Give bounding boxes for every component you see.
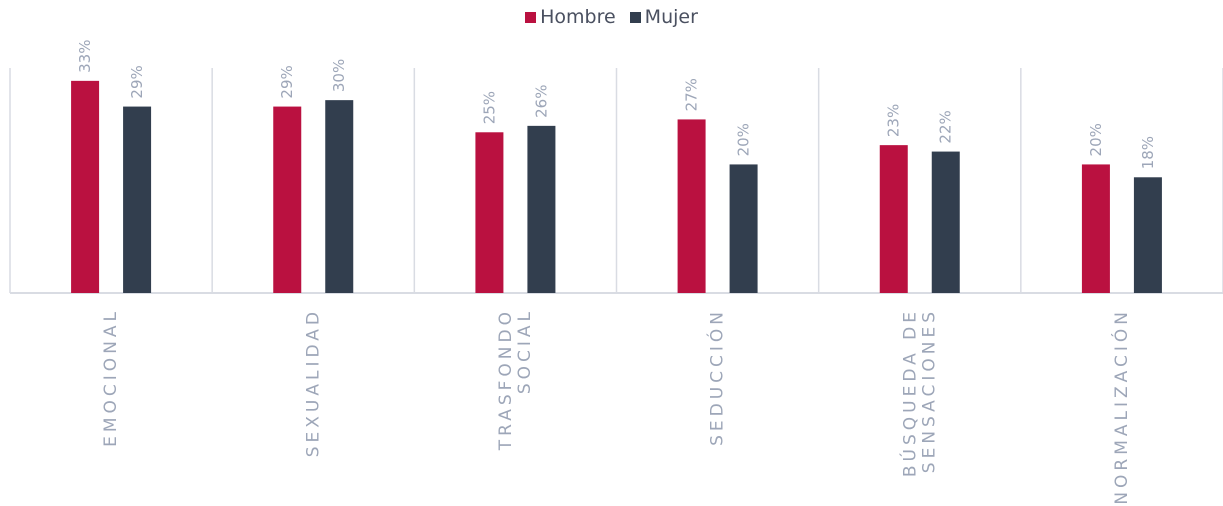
legend-swatch-mujer [629,11,641,23]
bar-mujer [931,151,960,293]
category-label: TRASFONDO [496,308,516,451]
data-label: 20% [735,123,753,156]
data-label: 27% [683,78,701,111]
data-label: 29% [278,65,296,98]
bar-hombre [1081,164,1110,293]
bar-hombre [475,132,504,293]
legend-item-mujer: Mujer [629,6,698,28]
legend-label-mujer: Mujer [644,6,698,28]
bar-mujer [325,100,354,294]
data-label: 25% [480,91,498,124]
category-label: SEDUCCIÓN [706,308,728,446]
data-label: 18% [1139,136,1157,169]
bar-hombre [879,145,908,293]
category-label: NORMALIZACIÓN [1110,308,1132,505]
bar-mujer [527,125,556,293]
legend-item-hombre: Hombre [525,6,616,28]
bar-hombre [71,80,100,293]
category-label: SENSACIONES [919,308,939,473]
data-label: 20% [1087,123,1105,156]
data-label: 30% [330,59,348,92]
bar-mujer [1133,177,1162,293]
category-label: SEXUALIDAD [303,308,323,457]
data-label: 29% [128,65,146,98]
data-label: 33% [76,40,94,73]
data-label: 23% [885,104,903,137]
data-label: 26% [532,85,550,118]
bar-mujer [123,106,152,293]
legend-label-hombre: Hombre [540,6,616,28]
category-label: BÚSQUEDA DE [898,308,920,477]
category-label: EMOCIONAL [101,308,121,447]
bar-mujer [729,164,758,293]
legend: Hombre Mujer [0,6,1223,28]
category-label: SOCIAL [515,308,535,394]
bar-hombre [273,106,302,293]
bar-hombre [677,119,706,293]
data-label: 22% [937,110,955,143]
legend-swatch-hombre [525,11,537,23]
